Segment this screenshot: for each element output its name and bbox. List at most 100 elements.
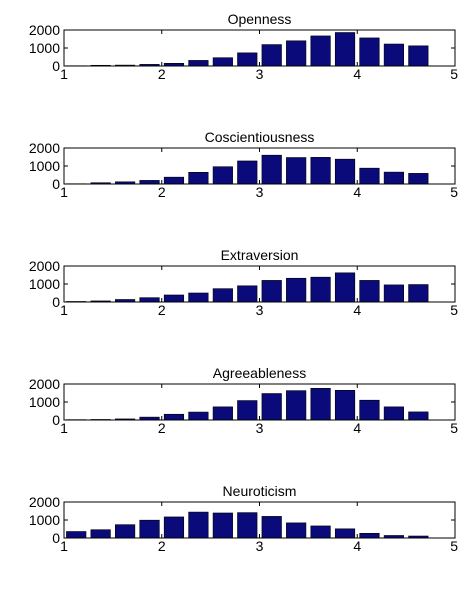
x-tick-label: 3 <box>256 302 264 318</box>
x-tick-label: 2 <box>158 302 166 318</box>
histogram-bar <box>66 531 87 539</box>
histogram-bar <box>212 57 233 67</box>
x-tick-label: 5 <box>450 420 458 436</box>
histogram-bar <box>383 43 404 67</box>
x-tick-label: 2 <box>158 184 166 200</box>
x-tick-label: 5 <box>450 538 458 554</box>
histogram-bar <box>408 411 429 421</box>
histogram-bar <box>237 160 258 185</box>
x-tick-label: 1 <box>60 66 68 82</box>
chart-title: Openness <box>228 11 292 27</box>
histogram-bar <box>310 525 331 539</box>
histogram-bar <box>359 533 380 539</box>
x-tick-label: 1 <box>60 302 68 318</box>
x-tick-label: 3 <box>256 184 264 200</box>
histogram-bar <box>139 519 160 539</box>
histogram-bar <box>90 529 111 539</box>
histogram-bar <box>359 167 380 185</box>
y-tick-label: 0 <box>52 58 60 74</box>
histogram-bar <box>383 171 404 185</box>
histogram-bar <box>139 297 160 303</box>
y-tick-label: 2000 <box>29 494 60 510</box>
histogram-bar <box>261 280 282 303</box>
histogram-bar <box>334 272 356 303</box>
histogram-bar <box>359 280 380 303</box>
histogram-bar <box>163 413 185 421</box>
histogram-bar <box>383 406 404 421</box>
histogram-bar <box>383 284 404 303</box>
y-tick-label: 1000 <box>29 512 60 528</box>
histogram-bar <box>334 528 356 539</box>
histogram-bar <box>212 512 233 539</box>
x-tick-label: 2 <box>158 538 166 554</box>
histogram-bar <box>139 180 160 185</box>
y-tick-label: 2000 <box>29 258 60 274</box>
histogram-bar <box>286 40 307 67</box>
y-tick-label: 2000 <box>29 22 60 38</box>
histogram-bar <box>286 390 307 421</box>
x-tick-label: 3 <box>256 66 264 82</box>
y-tick-label: 1000 <box>29 394 60 410</box>
histogram-bar <box>286 277 307 303</box>
histogram-bar <box>237 52 258 67</box>
y-tick-label: 1000 <box>29 276 60 292</box>
histogram-bar <box>310 157 331 185</box>
histogram-bar <box>408 284 429 303</box>
x-tick-label: 4 <box>353 302 361 318</box>
histogram-bar <box>261 393 282 421</box>
chart-panel: Agreeableness 1 2 3 4 5 0 1000 2000 <box>29 365 458 436</box>
histogram-bar <box>261 516 282 539</box>
chart-panel: Extraversion 1 2 3 4 5 0 1000 2000 <box>29 247 458 318</box>
histogram-bar <box>188 411 209 421</box>
histogram-bar <box>188 511 209 539</box>
x-tick-label: 1 <box>60 420 68 436</box>
histogram-bar <box>334 389 356 421</box>
histogram-bar <box>261 44 282 67</box>
x-tick-label: 4 <box>353 184 361 200</box>
histogram-bar <box>359 399 380 421</box>
histogram-bar <box>163 294 185 303</box>
histogram-bar <box>188 172 209 185</box>
histogram-bar <box>163 176 185 185</box>
histogram-bar <box>188 292 209 303</box>
histogram-bar <box>261 154 282 185</box>
chart-panel: Openness 1 2 3 4 5 0 1000 2000 <box>29 11 458 82</box>
y-tick-label: 1000 <box>29 158 60 174</box>
x-tick-label: 2 <box>158 420 166 436</box>
histogram-bar <box>237 512 258 539</box>
histogram-bar <box>310 35 331 67</box>
x-tick-label: 1 <box>60 538 68 554</box>
x-tick-label: 4 <box>353 420 361 436</box>
chart-title: Extraversion <box>221 247 299 263</box>
chart-title: Coscientiousness <box>205 129 315 145</box>
histogram-bar <box>286 157 307 185</box>
histogram-bar <box>237 285 258 303</box>
histogram-bar <box>212 288 233 303</box>
chart-panel: Neuroticism 1 2 3 4 5 0 1000 2000 <box>29 483 458 554</box>
chart-panel: Coscientiousness 1 2 3 4 5 0 1000 2000 <box>29 129 458 200</box>
histogram-bar <box>212 166 233 185</box>
histogram-bar <box>163 516 185 539</box>
histogram-bar <box>310 276 331 303</box>
chart-title: Neuroticism <box>223 483 297 499</box>
histogram-bar <box>237 400 258 421</box>
histogram-bar <box>408 173 429 185</box>
chart-title: Agreeableness <box>213 365 306 381</box>
histogram-bar <box>115 524 136 539</box>
y-tick-label: 1000 <box>29 40 60 56</box>
y-tick-label: 2000 <box>29 376 60 392</box>
x-tick-label: 5 <box>450 66 458 82</box>
histogram-bar <box>310 388 331 421</box>
histogram-bar <box>212 406 233 421</box>
histogram-bar <box>359 37 380 67</box>
x-tick-label: 5 <box>450 184 458 200</box>
y-tick-label: 2000 <box>29 140 60 156</box>
y-tick-label: 0 <box>52 412 60 428</box>
histogram-bar <box>334 158 356 185</box>
histogram-bar <box>286 522 307 539</box>
y-tick-label: 0 <box>52 294 60 310</box>
x-tick-label: 3 <box>256 420 264 436</box>
histogram-bar <box>334 32 356 67</box>
x-tick-label: 2 <box>158 66 166 82</box>
